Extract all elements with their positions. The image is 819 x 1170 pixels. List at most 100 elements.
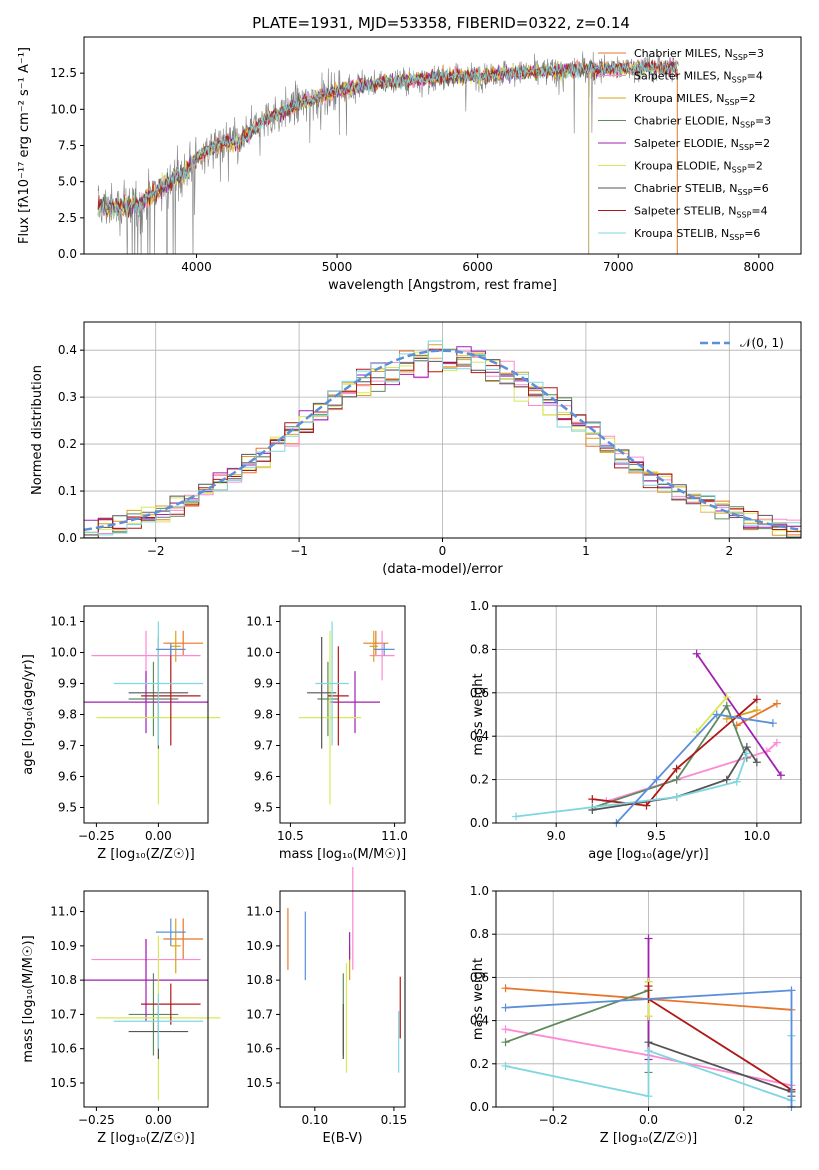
panel-weight_vs_age: 9.0 9.5 10.0 0.0 0.2 0.4 0.6 0.8 1.0 age [log₁₀(a… [470, 599, 802, 862]
plot-area [501, 934, 796, 1111]
errorbar-point [163, 918, 204, 960]
y-tick-label: 11.0 [246, 905, 273, 919]
y-tick-label: 10.1 [246, 615, 273, 629]
weight-marker [692, 649, 701, 658]
y-tick-label: 2.5 [58, 211, 77, 225]
weight-series [612, 710, 777, 827]
weight-marker [768, 719, 777, 728]
plot-area [512, 649, 785, 827]
x-tick-label: −1 [290, 544, 308, 558]
x-tick-label: 0.2 [734, 1113, 753, 1127]
panel-age_vs_mass: 10.5 11.0 9.5 9.6 9.7 9.8 9.9 10.0 10.1 mass [log… [246, 605, 408, 862]
y-tick-label: 10.1 [50, 615, 77, 629]
x-tick-label: 0.00 [145, 1113, 172, 1127]
y-axis-label: mass weight [471, 958, 486, 1040]
legend-entry: Chabrier STELIB, NSSP=6 [634, 182, 769, 197]
y-tick-label: 10.0 [246, 646, 273, 660]
legend-entry: 𝒩(0, 1) [740, 336, 784, 350]
weight-marker [787, 986, 796, 995]
weight-marker [588, 795, 597, 804]
y-axis-label: mass [log₁₀(M/M☉)] [21, 935, 36, 1062]
y-tick-label: 0.0 [58, 531, 77, 545]
legend-entry: Chabrier MILES, NSSP=3 [634, 47, 764, 62]
weight-marker [512, 812, 521, 821]
x-tick-label: 7000 [603, 260, 634, 274]
x-axis-label: wavelength [Angstrom, rest frame] [328, 278, 557, 293]
y-tick-label: 10.5 [246, 1076, 273, 1090]
weight-marker [752, 758, 761, 767]
y-tick-label: 0.0 [470, 816, 489, 830]
x-axis-label: E(B-V) [322, 1131, 362, 1146]
weight-line [648, 1041, 793, 1097]
x-tick-label: −2 [147, 544, 165, 558]
y-tick-label: 0.0 [470, 1100, 489, 1114]
y-tick-label: 1.0 [470, 884, 489, 898]
residual-histogram [84, 340, 801, 536]
plot-area [97, 51, 679, 254]
axes-frame [279, 890, 406, 1108]
x-axis-label: mass [log₁₀(M/M☉)] [279, 847, 406, 862]
panel-age_vs_Z: −0.25 0.00 9.5 9.6 9.7 9.8 9.9 10.0 10.1 Z [log₁₀… [21, 605, 221, 862]
weight-marker [672, 764, 681, 773]
weight-line [647, 986, 792, 1091]
y-tick-label: 0.3 [58, 390, 77, 404]
legend-entry: Salpeter ELODIE, NSSP=2 [634, 137, 770, 152]
panel-residuals: −2 −1 0 1 2 0.0 0.1 0.2 0.3 0.4 (data-model)/error… [30, 321, 802, 577]
weight-marker [692, 727, 701, 736]
figure-title: PLATE=1931, MJD=53358, FIBERID=0322, z=0… [252, 14, 630, 32]
weight-marker [644, 1012, 653, 1021]
weight-line [615, 713, 774, 824]
plot-area [84, 621, 221, 805]
weight-series [588, 701, 751, 812]
weight-series [692, 693, 731, 736]
y-tick-label: 9.9 [58, 677, 77, 691]
y-tick-label: 0.2 [58, 437, 77, 451]
y-tick-label: 10.8 [246, 973, 273, 987]
weight-marker [672, 792, 681, 801]
y-tick-label: 10.9 [246, 939, 273, 953]
y-tick-label: 9.5 [254, 801, 273, 815]
x-axis-label: Z [log₁₀(Z/Z☉)] [600, 1131, 697, 1146]
weight-marker [644, 982, 653, 991]
y-axis-label: Flux [fλ10⁻¹⁷ erg cm⁻² s⁻¹ A⁻¹] [17, 47, 32, 244]
errorbar-point [373, 643, 395, 656]
x-tick-label: 5000 [322, 260, 353, 274]
panel-weight_vs_Z: −0.2 0.0 0.2 0.0 0.2 0.4 0.6 0.8 1.0 Z [log₁₀(Z/Z… [470, 884, 802, 1146]
y-axis-label: Normed distribution [30, 365, 45, 495]
legend-entry: Kroupa STELIB, NSSP=6 [634, 227, 760, 242]
weight-marker [644, 1038, 653, 1047]
weight-series [512, 749, 751, 821]
y-tick-label: 10.0 [50, 646, 77, 660]
errorbar-point [163, 630, 204, 656]
errorbar-point [330, 671, 380, 734]
y-tick-label: 0.0 [58, 247, 77, 261]
weight-series [644, 1038, 796, 1101]
y-tick-label: 0.1 [58, 484, 77, 498]
x-tick-label: 4000 [181, 260, 212, 274]
weight-marker [732, 777, 741, 786]
weight-line [696, 696, 728, 733]
y-tick-label: 1.0 [470, 599, 489, 613]
errorbar-point [113, 993, 204, 1049]
weight-line [592, 703, 748, 809]
y-tick-label: 5.0 [58, 175, 77, 189]
legend-entry: Kroupa MILES, NSSP=2 [634, 92, 756, 107]
x-tick-label: 0.0 [639, 1113, 658, 1127]
y-tick-label: 9.6 [254, 770, 273, 784]
plot-area [287, 867, 401, 1073]
y-tick-label: 7.5 [58, 139, 77, 153]
weight-line [515, 753, 748, 818]
weight-marker [722, 701, 731, 710]
model-spectrum [97, 60, 678, 218]
x-tick-label: 0.15 [381, 1113, 408, 1127]
panel-spectrum: 4000 5000 6000 7000 8000 0.0 2.5 5.0 7.5 10.0 12.5… [17, 36, 802, 293]
x-axis-label: Z [log₁₀(Z/Z☉)] [97, 1131, 194, 1146]
y-tick-label: 9.7 [58, 739, 77, 753]
panel-mass_vs_Z: −0.25 0.00 10.5 10.6 10.7 10.8 10.9 11.0 Z [log₁… [21, 890, 221, 1146]
weight-marker [501, 1003, 510, 1012]
weight-marker [772, 738, 781, 747]
errorbar-point [317, 661, 339, 737]
y-tick-label: 9.5 [58, 801, 77, 815]
x-tick-label: 2 [725, 544, 733, 558]
y-tick-label: 10.5 [50, 1076, 77, 1090]
